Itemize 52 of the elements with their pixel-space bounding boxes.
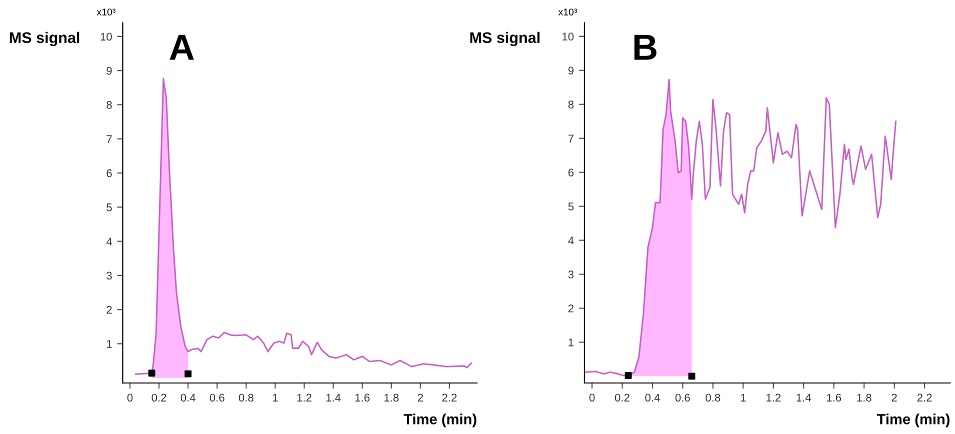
- x-tick-label: 0.4: [180, 394, 196, 402]
- x-tick-label: 2.2: [442, 394, 457, 402]
- y-axis-title: MS signal: [470, 32, 540, 46]
- text: x10³: [558, 8, 577, 16]
- y-tick-label: 6: [568, 168, 574, 176]
- text: x10³: [96, 8, 116, 16]
- y-tick-label: 10: [100, 32, 112, 41]
- x-tick-label: 2.2: [917, 394, 932, 402]
- x-tick-label: 1: [740, 394, 746, 402]
- y-tick-label: 2: [106, 306, 112, 314]
- y-tick-label: 5: [106, 204, 112, 212]
- y-tick-label: 9: [568, 66, 574, 74]
- x-tick-label: 1.8: [857, 394, 872, 402]
- y-tick-label: 9: [106, 66, 112, 75]
- y-tick-label: 8: [106, 101, 112, 109]
- x-tick-label: 1.8: [384, 394, 399, 402]
- x-tick-label: 0: [589, 394, 595, 402]
- x-tick-label: 0.6: [210, 394, 224, 402]
- y-tick-label: 4: [106, 238, 112, 246]
- x-axis-title: Time (min): [404, 414, 476, 428]
- x-tick-label: 0.2: [152, 394, 166, 402]
- y-tick-label: 7: [568, 134, 574, 142]
- x-tick-label: 1.2: [297, 394, 312, 402]
- y-tick-label: 10: [562, 32, 574, 41]
- x-tick-label: 2: [418, 394, 423, 402]
- x-tick-label: 2: [892, 394, 897, 402]
- x-tick-label: 1: [272, 394, 278, 402]
- y-tick-label: 4: [568, 236, 574, 244]
- y-tick-label: 5: [568, 202, 574, 210]
- chart-title: A: [170, 34, 194, 60]
- x-tick-label: 1.6: [826, 394, 842, 402]
- x-tick-label: 0.6: [675, 394, 690, 402]
- y-axis-title: MS signal: [10, 32, 80, 46]
- y-tick-label: 2: [568, 304, 574, 312]
- y-tick-label: 6: [106, 169, 112, 178]
- y-tick-label: 1: [568, 338, 574, 346]
- y-tick-label: 3: [106, 272, 112, 280]
- y-tick-label: 3: [568, 270, 574, 278]
- x-tick-label: 1.2: [766, 394, 781, 402]
- x-tick-label: 0.8: [238, 394, 254, 402]
- y-tick-label: 8: [568, 100, 574, 108]
- x-tick-label: 0.4: [645, 394, 660, 402]
- chart-title: B: [634, 34, 656, 60]
- x-tick-label: 0.2: [614, 394, 630, 402]
- x-tick-label: 1.6: [355, 394, 370, 402]
- x-tick-label: 1.4: [796, 394, 812, 402]
- x-axis-title: Time (min): [876, 414, 950, 428]
- y-tick-label: 1: [106, 340, 112, 348]
- x-tick-label: 0: [127, 394, 133, 402]
- y-tick-label: 7: [106, 135, 112, 143]
- x-tick-label: 1.4: [326, 394, 341, 402]
- x-tick-label: 0.8: [706, 394, 720, 402]
